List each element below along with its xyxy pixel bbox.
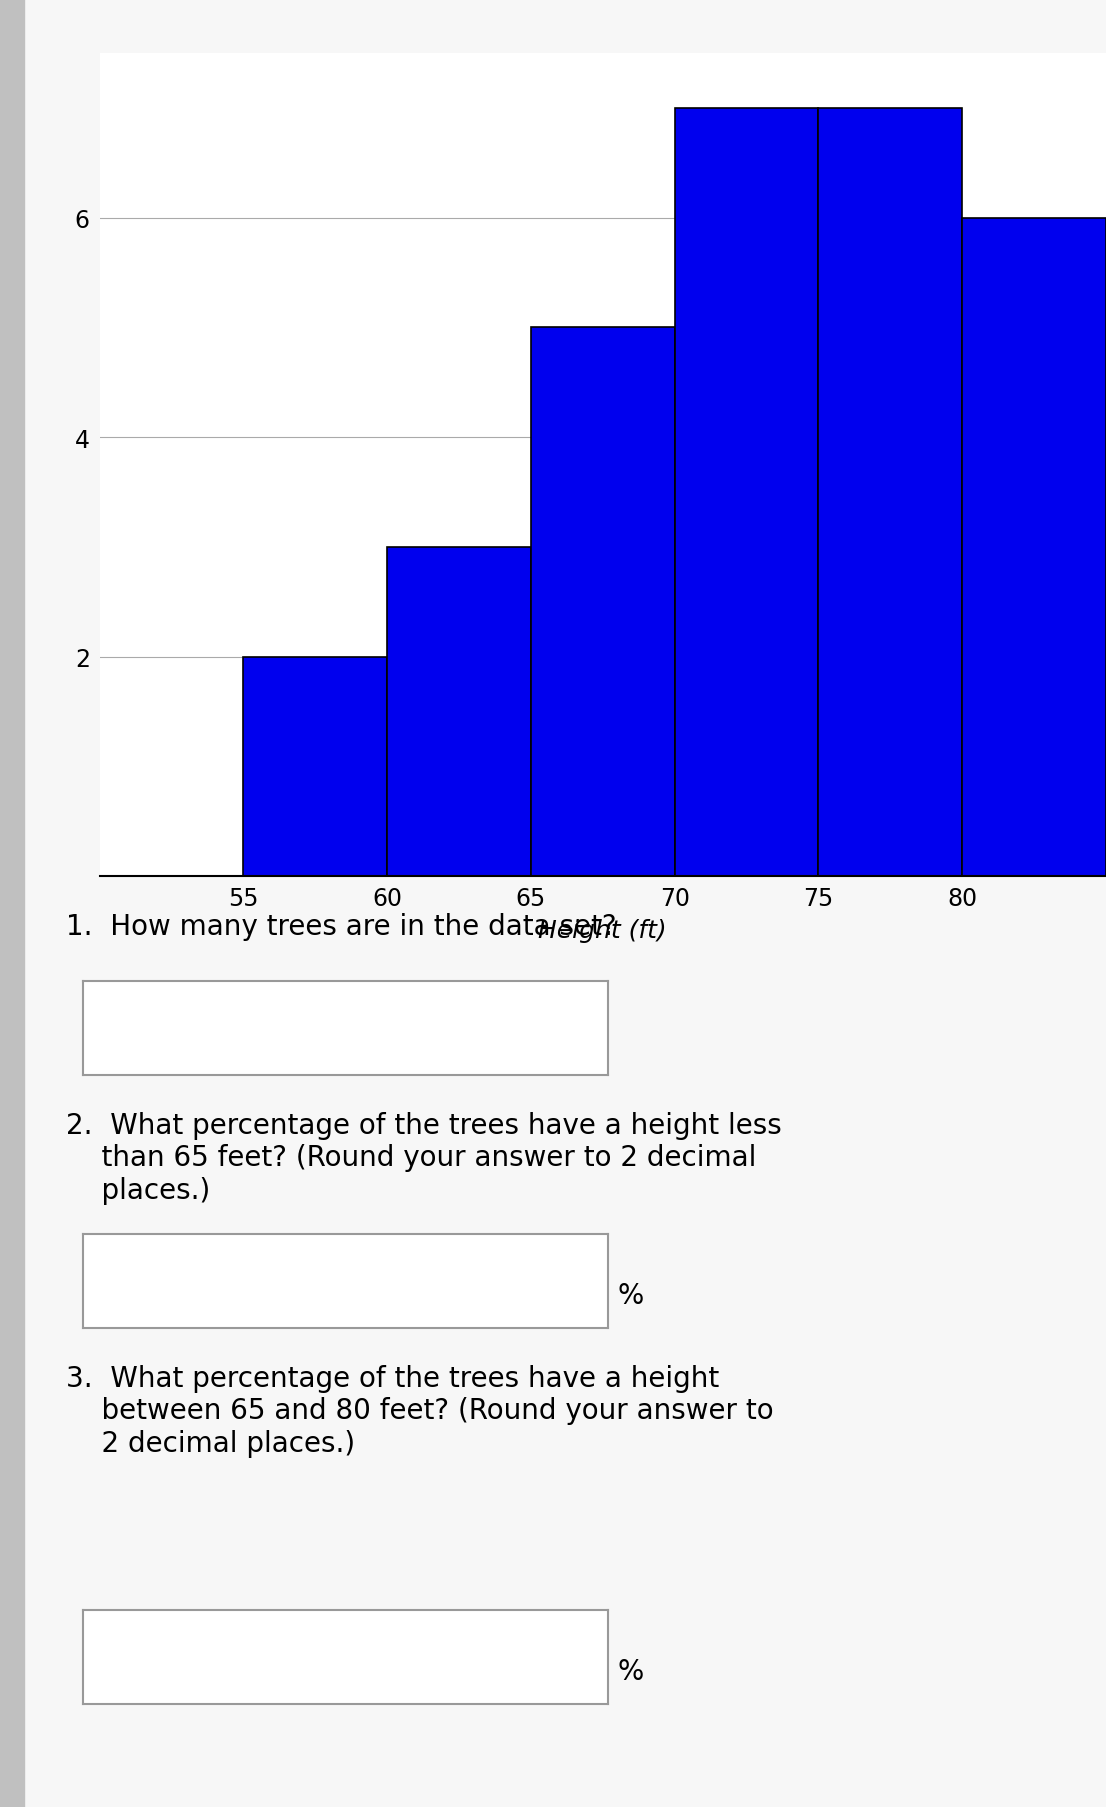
Bar bbox=[675, 108, 818, 876]
Bar bbox=[243, 658, 387, 876]
Text: %: % bbox=[617, 1281, 644, 1310]
Text: 1.  How many trees are in the data set?: 1. How many trees are in the data set? bbox=[66, 913, 617, 940]
Text: 3.  What percentage of the trees have a height
    between 65 and 80 feet? (Roun: 3. What percentage of the trees have a h… bbox=[66, 1364, 774, 1456]
Bar bbox=[818, 108, 962, 876]
Bar bbox=[387, 548, 531, 876]
X-axis label: Height (ft): Height (ft) bbox=[539, 918, 667, 943]
Bar bbox=[962, 219, 1106, 876]
Bar bbox=[531, 329, 675, 876]
Text: %: % bbox=[617, 1657, 644, 1686]
Text: 2.  What percentage of the trees have a height less
    than 65 feet? (Round you: 2. What percentage of the trees have a h… bbox=[66, 1111, 782, 1203]
